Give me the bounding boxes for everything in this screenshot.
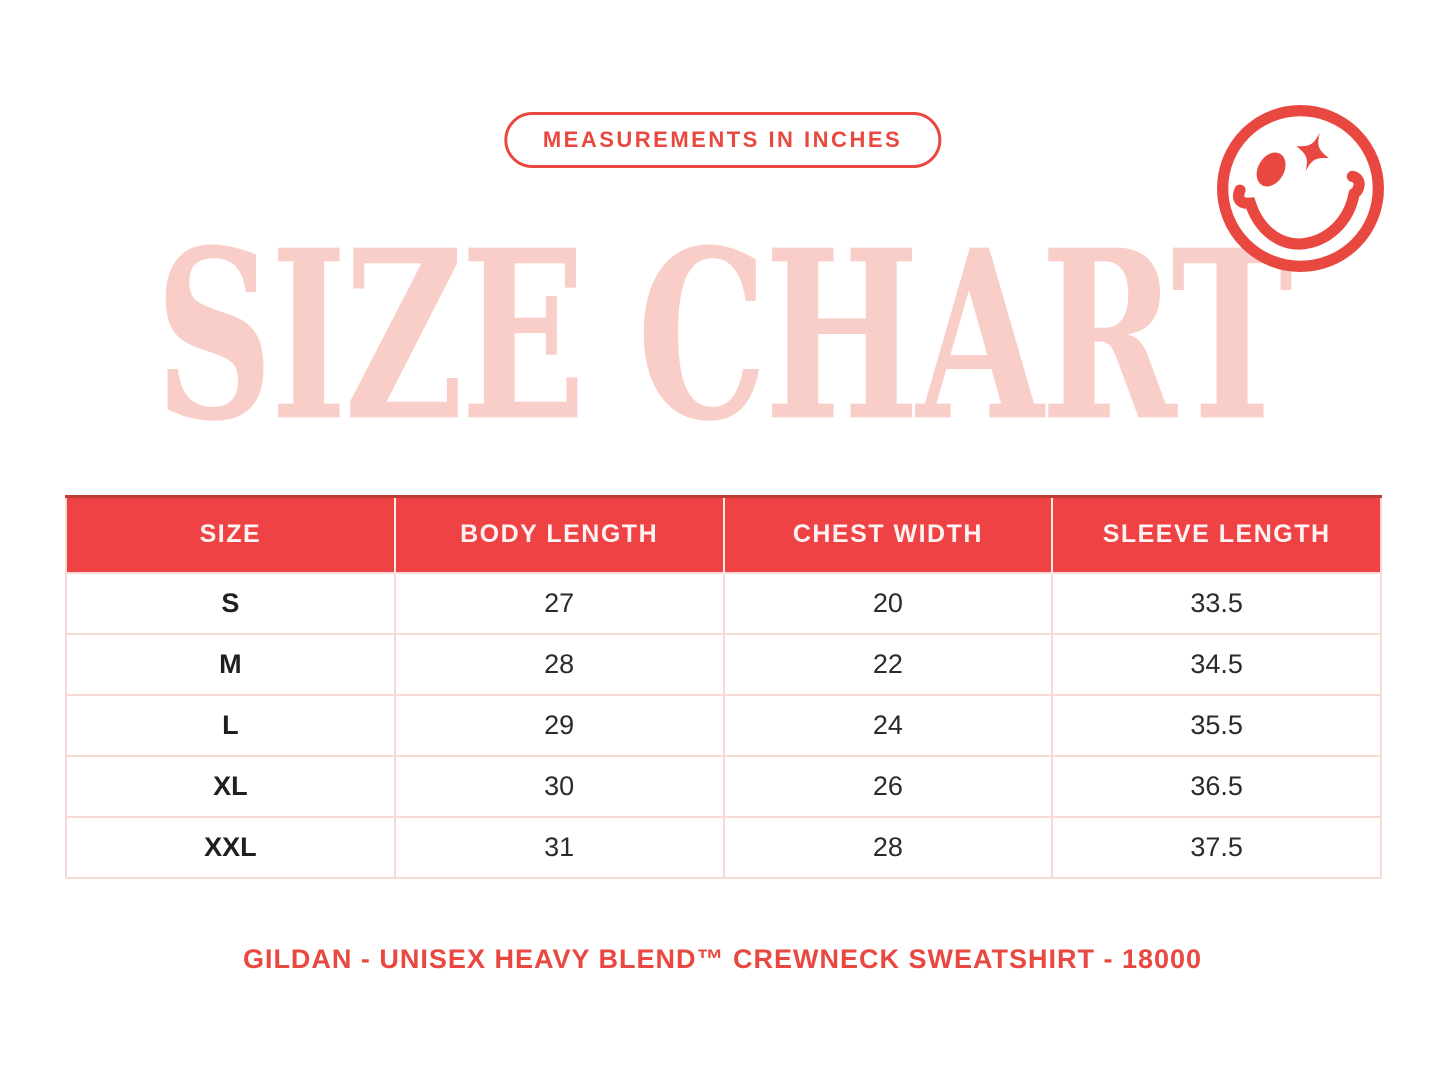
measurements-badge: MEASUREMENTS IN INCHES <box>503 112 942 168</box>
table-header-row: SIZE BODY LENGTH CHEST WIDTH SLEEVE LENGTH <box>66 496 1381 573</box>
table-body: S 27 20 33.5 M 28 22 34.5 L 29 24 35.5 XL 30 26 36.5 XXL… <box>65 571 1382 879</box>
measurement-cell: 36.5 <box>1051 754 1382 818</box>
table-row: XL 30 26 36.5 <box>65 754 1382 818</box>
measurement-cell: 31 <box>393 815 725 879</box>
product-name-label: GILDAN - UNISEX HEAVY BLEND™ CREWNECK SW… <box>242 944 1203 974</box>
measurement-cell: 30 <box>393 754 725 818</box>
table-row: M 28 22 34.5 <box>65 632 1382 696</box>
size-cell: L <box>65 693 396 757</box>
measurement-cell: 22 <box>722 632 1054 696</box>
column-header: SIZE <box>66 496 396 573</box>
measurement-cell: 29 <box>393 693 725 757</box>
measurement-cell: 28 <box>393 632 725 696</box>
measurement-cell: 26 <box>722 754 1054 818</box>
size-table-container: SIZE BODY LENGTH CHEST WIDTH SLEEVE LENGTH … <box>65 495 1382 879</box>
measurement-cell: 20 <box>722 571 1054 635</box>
size-cell: S <box>65 571 396 635</box>
measurement-cell: 34.5 <box>1051 632 1382 696</box>
column-header: BODY LENGTH <box>394 496 725 573</box>
size-cell: XL <box>65 754 396 818</box>
measurements-badge-label: MEASUREMENTS IN INCHES <box>542 127 903 152</box>
measurement-cell: 35.5 <box>1051 693 1382 757</box>
measurement-cell: 33.5 <box>1051 571 1382 635</box>
measurement-cell: 24 <box>722 693 1054 757</box>
size-table: SIZE BODY LENGTH CHEST WIDTH SLEEVE LENGTH … <box>65 495 1382 879</box>
page-title: SIZE CHART <box>154 198 1293 473</box>
column-header: CHEST WIDTH <box>723 496 1054 573</box>
measurement-cell: 27 <box>393 571 725 635</box>
table-row: L 29 24 35.5 <box>65 693 1382 757</box>
winking-smiley-icon <box>1217 105 1384 272</box>
measurement-cell: 37.5 <box>1051 815 1382 879</box>
table-row: XXL 31 28 37.5 <box>65 815 1382 879</box>
size-cell: M <box>65 632 396 696</box>
measurement-cell: 28 <box>722 815 1054 879</box>
table-row: S 27 20 33.5 <box>65 571 1382 635</box>
column-header: SLEEVE LENGTH <box>1052 496 1381 573</box>
size-cell: XXL <box>65 815 396 879</box>
